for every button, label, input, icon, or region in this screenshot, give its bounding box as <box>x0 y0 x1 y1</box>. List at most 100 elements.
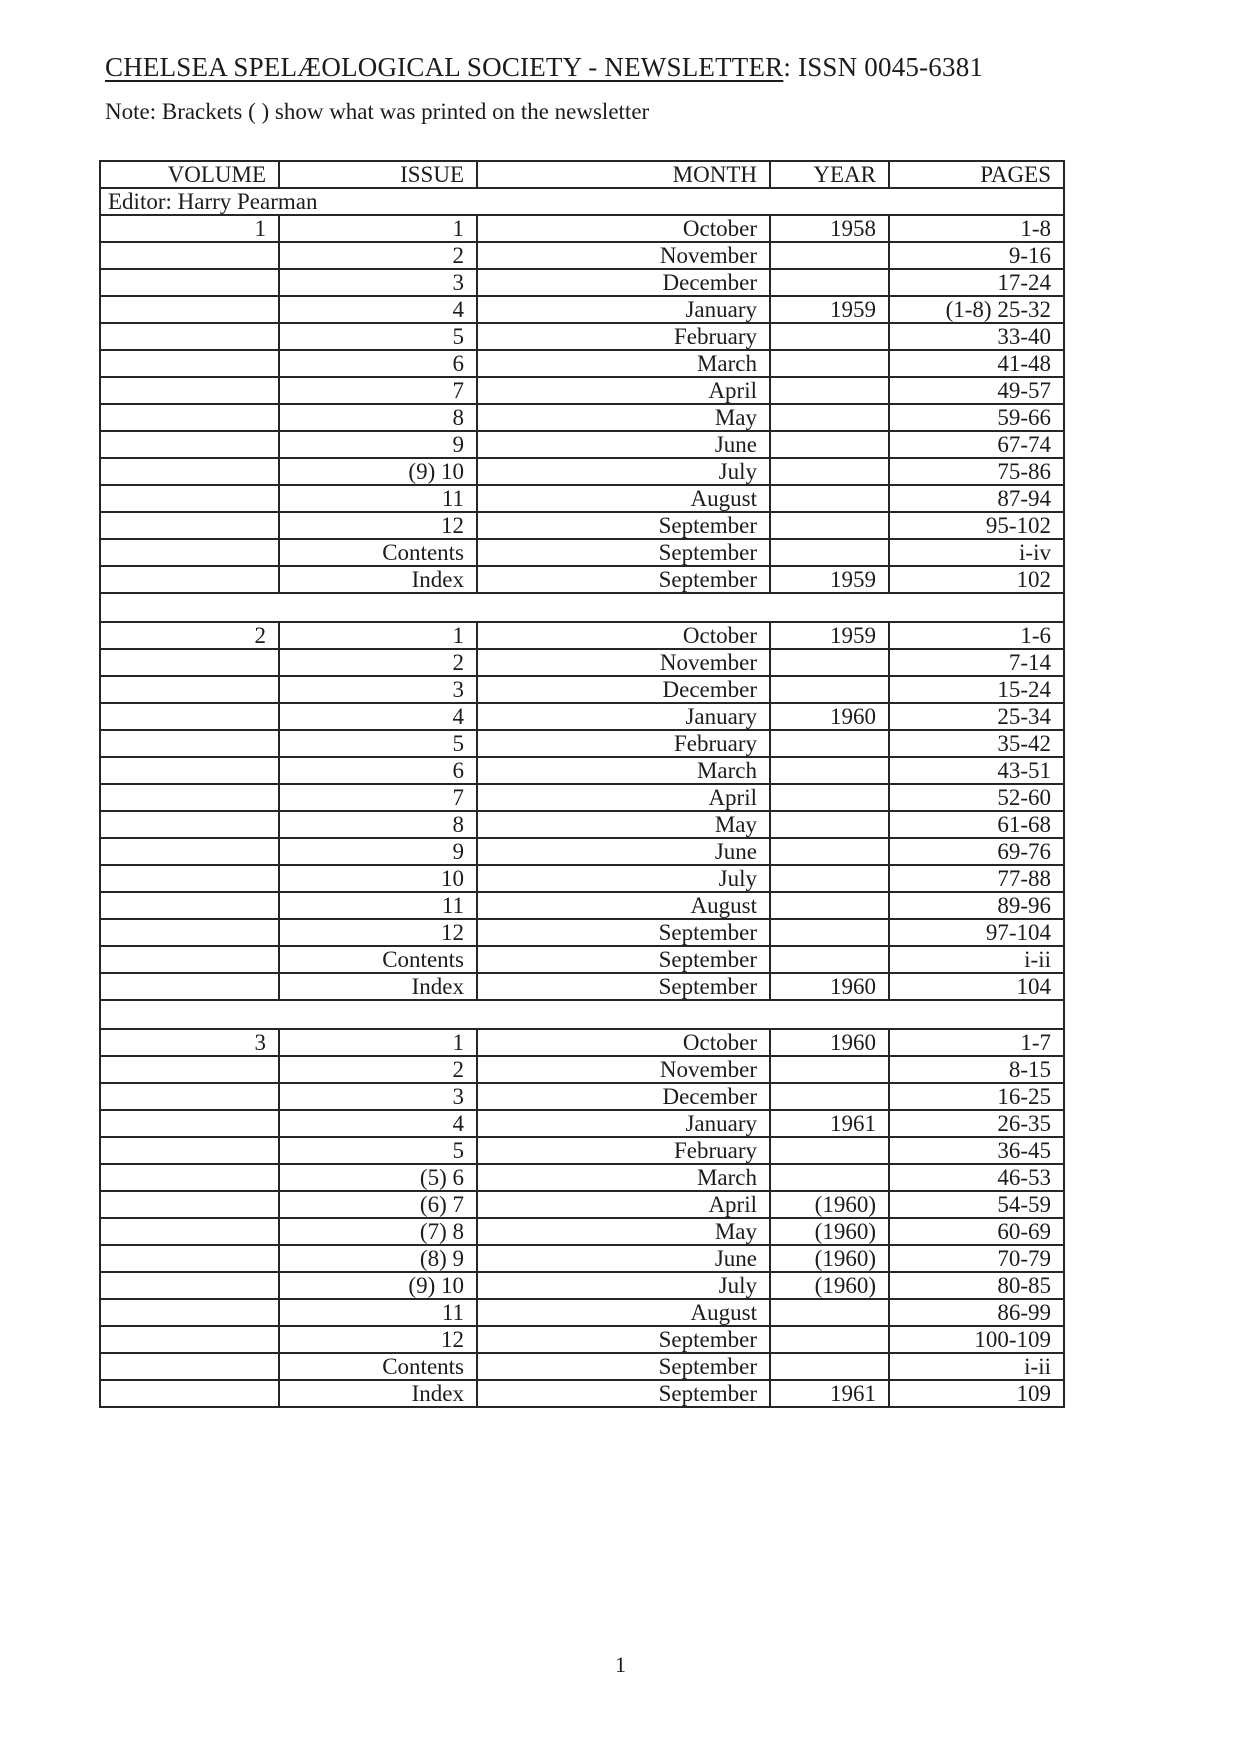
table-row: Contents September i-ii <box>99 1352 1065 1381</box>
cell-issue: 3 <box>278 675 478 704</box>
cell-volume <box>99 457 280 486</box>
cell-pages: i-iv <box>888 538 1065 567</box>
cell-month: January <box>476 295 771 324</box>
cell-volume <box>99 565 280 594</box>
cell-volume <box>99 1055 280 1084</box>
cell-pages: 67-74 <box>888 430 1065 459</box>
cell-month: January <box>476 1109 771 1138</box>
cell-year <box>769 648 890 677</box>
cell-issue: 6 <box>278 756 478 785</box>
cell-volume <box>99 511 280 540</box>
cell-pages: 75-86 <box>888 457 1065 486</box>
cell-year <box>769 484 890 513</box>
table-row: 9 June 67-74 <box>99 430 1065 459</box>
cell-issue: Contents <box>278 538 478 567</box>
table-row: 12 September 95-102 <box>99 511 1065 540</box>
table-row: 5 February 35-42 <box>99 729 1065 758</box>
cell-pages: 69-76 <box>888 837 1065 866</box>
cell-issue: 4 <box>278 702 478 731</box>
table-row: 3 December 17-24 <box>99 268 1065 297</box>
cell-year <box>769 1136 890 1165</box>
cell-volume <box>99 538 280 567</box>
cell-issue: 12 <box>278 511 478 540</box>
cell-volume <box>99 891 280 920</box>
cell-volume <box>99 729 280 758</box>
cell-pages: 1-7 <box>888 1028 1065 1057</box>
cell-year <box>769 837 890 866</box>
table-row: Contents September i-iv <box>99 538 1065 567</box>
cell-pages: 26-35 <box>888 1109 1065 1138</box>
cell-pages: i-ii <box>888 1352 1065 1381</box>
cell-month: April <box>476 376 771 405</box>
table-row: 4 January 1961 26-35 <box>99 1109 1065 1138</box>
header-month: MONTH <box>476 160 771 189</box>
cell-year: (1960) <box>769 1271 890 1300</box>
cell-issue: 2 <box>278 648 478 677</box>
table-row: (6) 7 April (1960) 54-59 <box>99 1190 1065 1219</box>
cell-pages: 77-88 <box>888 864 1065 893</box>
cell-month: March <box>476 1163 771 1192</box>
cell-issue: (8) 9 <box>278 1244 478 1273</box>
cell-year <box>769 1082 890 1111</box>
cell-pages: 35-42 <box>888 729 1065 758</box>
table-row: 2 November 8-15 <box>99 1055 1065 1084</box>
newsletter-index-table: VOLUME ISSUE MONTH YEAR PAGES Editor: Ha… <box>99 160 1065 1408</box>
cell-year <box>769 729 890 758</box>
cell-issue: 4 <box>278 295 478 324</box>
note-text: Note: Brackets ( ) show what was printed… <box>105 99 650 124</box>
table-row: 10 July 77-88 <box>99 864 1065 893</box>
cell-pages: 61-68 <box>888 810 1065 839</box>
cell-issue: 5 <box>278 1136 478 1165</box>
cell-volume <box>99 295 280 324</box>
cell-year: 1959 <box>769 621 890 650</box>
table-row: 5 February 36-45 <box>99 1136 1065 1165</box>
cell-year <box>769 1352 890 1381</box>
cell-month: December <box>476 268 771 297</box>
cell-volume <box>99 484 280 513</box>
cell-year <box>769 538 890 567</box>
cell-pages: 41-48 <box>888 349 1065 378</box>
cell-pages: 100-109 <box>888 1325 1065 1354</box>
cell-volume <box>99 1352 280 1381</box>
cell-pages: 95-102 <box>888 511 1065 540</box>
cell-volume <box>99 1109 280 1138</box>
cell-volume <box>99 1082 280 1111</box>
cell-month: April <box>476 1190 771 1219</box>
title-issn: : ISSN 0045-6381 <box>783 52 984 82</box>
table-row: 8 May 61-68 <box>99 810 1065 839</box>
cell-issue: (6) 7 <box>278 1190 478 1219</box>
cell-month: March <box>476 756 771 785</box>
table-row: 1 1 October 1958 1-8 <box>99 214 1065 243</box>
cell-year: 1958 <box>769 214 890 243</box>
cell-issue: Contents <box>278 945 478 974</box>
table-row: 11 August 89-96 <box>99 891 1065 920</box>
cell-month: July <box>476 457 771 486</box>
cell-pages: 80-85 <box>888 1271 1065 1300</box>
table-row: (5) 6 March 46-53 <box>99 1163 1065 1192</box>
cell-issue: 2 <box>278 241 478 270</box>
cell-volume <box>99 810 280 839</box>
cell-volume <box>99 1217 280 1246</box>
cell-issue: (5) 6 <box>278 1163 478 1192</box>
cell-issue: 3 <box>278 268 478 297</box>
cell-issue: 7 <box>278 783 478 812</box>
cell-month: December <box>476 1082 771 1111</box>
table-row: 6 March 43-51 <box>99 756 1065 785</box>
header-row: VOLUME ISSUE MONTH YEAR PAGES <box>99 160 1065 189</box>
cell-issue: 4 <box>278 1109 478 1138</box>
cell-year <box>769 457 890 486</box>
cell-volume <box>99 376 280 405</box>
cell-issue: 9 <box>278 430 478 459</box>
cell-month: October <box>476 621 771 650</box>
cell-month: August <box>476 1298 771 1327</box>
cell-volume <box>99 945 280 974</box>
table-row: (9) 10 July (1960) 80-85 <box>99 1271 1065 1300</box>
cell-issue: 3 <box>278 1082 478 1111</box>
cell-pages: i-ii <box>888 945 1065 974</box>
cell-pages: 89-96 <box>888 891 1065 920</box>
table-row: 3 December 15-24 <box>99 675 1065 704</box>
cell-month: November <box>476 241 771 270</box>
cell-pages: 87-94 <box>888 484 1065 513</box>
cell-issue: 1 <box>278 1028 478 1057</box>
